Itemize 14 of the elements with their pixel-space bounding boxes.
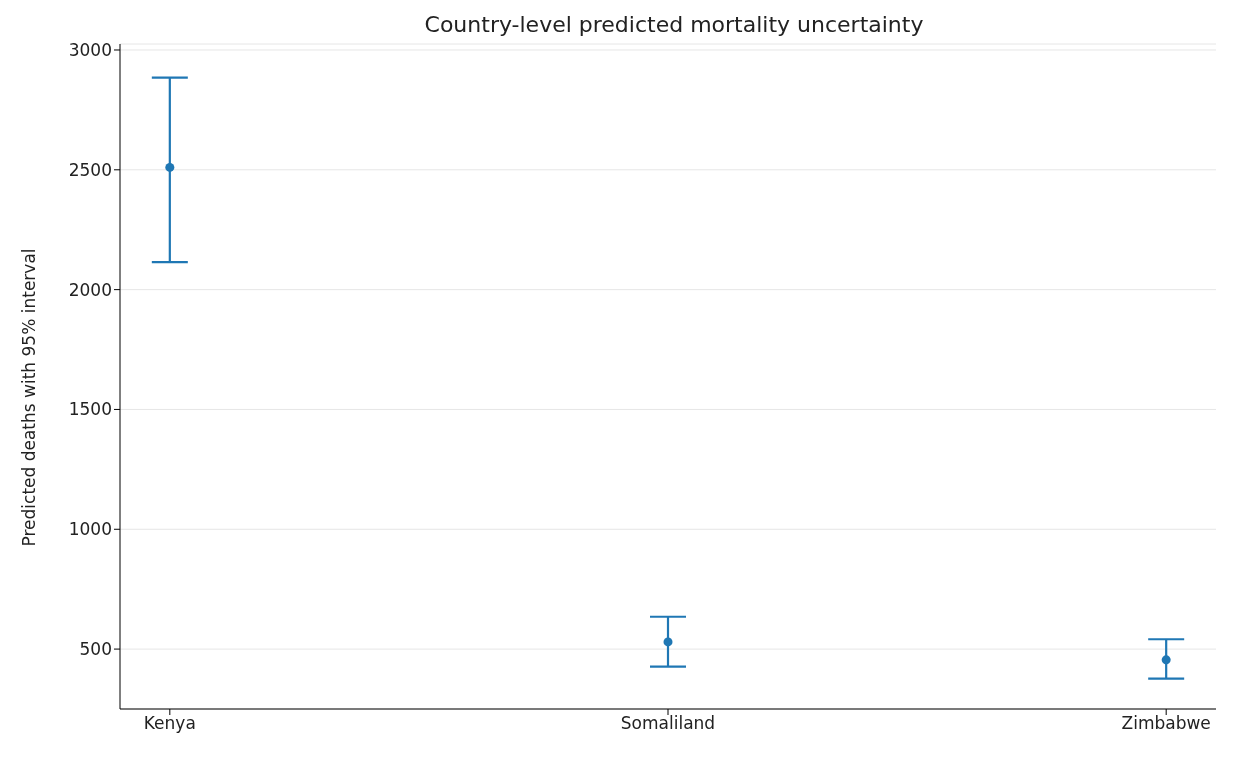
chart-title: Country-level predicted mortality uncertainty (423, 12, 925, 37)
point (1161, 655, 1171, 665)
y-axis-title: Predicted deaths with 95% interval (19, 248, 40, 547)
point (663, 637, 673, 647)
y-tick-label: 2500 (68, 159, 112, 180)
y-tick-label: 1000 (68, 519, 112, 540)
x-tick-label: Kenya (143, 713, 196, 734)
y-tick-label: 2000 (68, 279, 112, 300)
point (165, 162, 175, 172)
x-tick-label: Zimbabwe (1121, 713, 1211, 734)
y-tick-label: 1500 (68, 399, 112, 420)
y-tick-label: 3000 (68, 40, 112, 61)
x-tick-label: Somaliland (620, 713, 716, 734)
y-tick-label: 500 (79, 639, 112, 660)
